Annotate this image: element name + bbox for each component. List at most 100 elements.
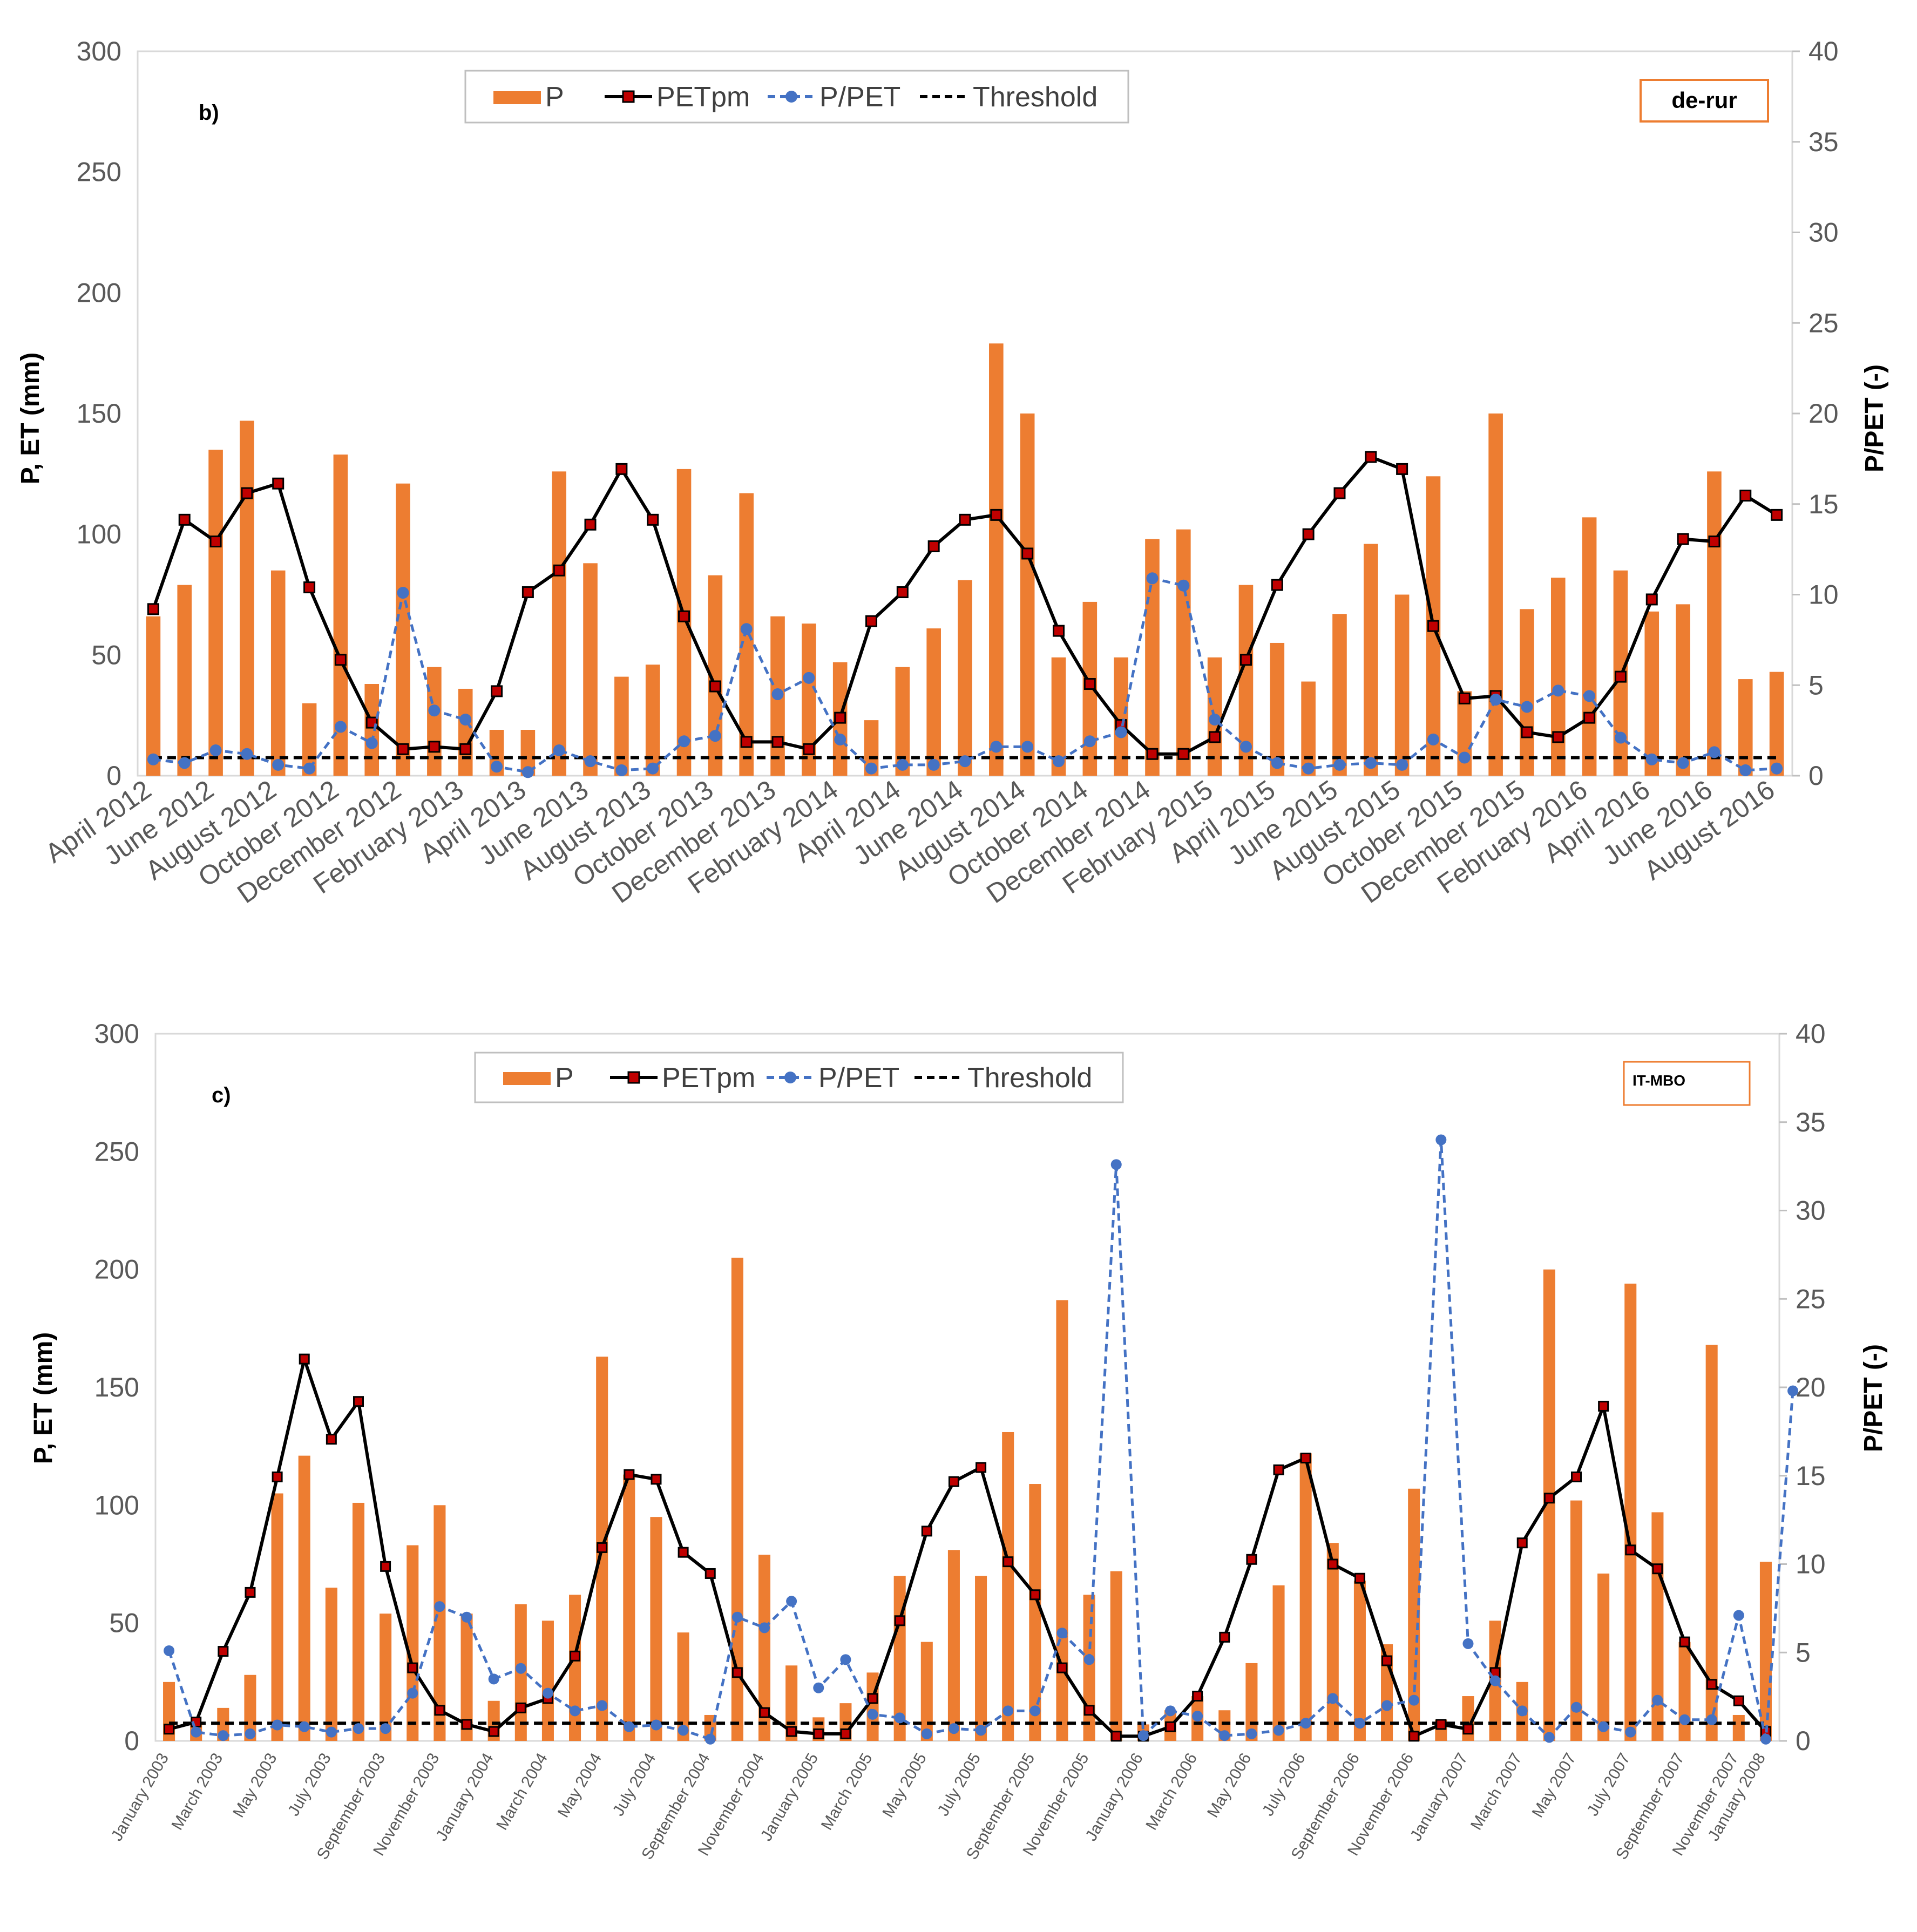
ratio-point (245, 1728, 256, 1739)
pet-point (178, 513, 191, 526)
ratio-point (1146, 572, 1159, 585)
ratio-point (1273, 1725, 1284, 1736)
pet-point (303, 581, 316, 594)
pet-point (1333, 487, 1346, 499)
y-tick-label: 200 (77, 277, 121, 308)
pet-point (553, 564, 565, 577)
ratio-point (147, 753, 159, 765)
precip-bar (1543, 1269, 1555, 1741)
y2-axis-title: P/PET (-) (1859, 1344, 1888, 1452)
x-tick-label: July 2006 (1259, 1750, 1309, 1819)
pet-point (164, 1724, 175, 1735)
precip-bar (427, 667, 442, 776)
precip-bar (458, 688, 473, 776)
y2-tick-label: 15 (1796, 1461, 1826, 1491)
ratio-point (272, 758, 284, 771)
pet-point (1625, 1544, 1636, 1556)
precip-bar (1299, 1453, 1312, 1741)
precip-bar (1597, 1573, 1610, 1741)
legend: P PETpm P/PET Threshold (474, 1052, 1124, 1103)
pet-point (1521, 726, 1533, 738)
precip-bar (1707, 471, 1722, 776)
pet-point (1354, 1572, 1365, 1584)
y-tick-label: 300 (77, 36, 121, 66)
ratio-point (397, 587, 409, 599)
y2-tick-label: 35 (1796, 1107, 1826, 1137)
ratio-point (191, 1726, 202, 1738)
pet-point (1462, 1724, 1474, 1735)
ratio-point (1300, 1718, 1311, 1729)
precip-bar (1582, 517, 1597, 776)
pet-point (491, 685, 503, 697)
ratio-point (299, 1721, 310, 1732)
ratio-point (867, 1709, 878, 1720)
pet-point (1679, 1636, 1690, 1648)
y2-tick-label: 25 (1808, 308, 1839, 338)
precip-bar (270, 570, 286, 776)
pet-point (921, 1526, 932, 1537)
precip-bar (623, 1474, 635, 1741)
precip-bar (552, 471, 567, 776)
precip-bar (1083, 1595, 1095, 1741)
pet-point (1219, 1631, 1230, 1643)
pet-point (786, 1726, 797, 1737)
precip-bar (1245, 1663, 1258, 1741)
x-tick-label: March 2007 (1467, 1750, 1526, 1833)
precip-bar (1029, 1484, 1041, 1741)
pet-point (461, 1719, 472, 1730)
ratio-point (1739, 764, 1752, 776)
y-tick-label: 0 (106, 761, 121, 791)
precip-bar (208, 450, 223, 776)
y2-tick-label: 10 (1796, 1549, 1826, 1580)
precip-bar (146, 616, 161, 776)
y-tick-label: 200 (94, 1255, 139, 1285)
precip-bar (380, 1614, 392, 1741)
precip-bar (676, 469, 692, 776)
ratio-point (1462, 1638, 1474, 1649)
legend-swatch-pet-marker (627, 1071, 640, 1084)
legend-swatch-pet-marker (622, 90, 635, 103)
x-tick-label: July 2004 (609, 1750, 660, 1819)
y2-tick-label: 40 (1808, 36, 1839, 66)
pet-point (1002, 1556, 1014, 1568)
pet-point (1645, 593, 1658, 606)
pet-series (164, 1353, 1771, 1742)
x-tick-label: January 2005 (757, 1750, 822, 1844)
ratio-point (1614, 731, 1627, 744)
pet-point (1246, 1554, 1257, 1565)
ratio-point (834, 733, 846, 745)
pet-point (1552, 731, 1564, 743)
precipitation-bars (146, 343, 1784, 776)
precip-bar (177, 585, 192, 776)
ratio-point (1029, 1705, 1041, 1717)
x-tick-label: July 2005 (934, 1750, 984, 1819)
ratio-point (1302, 762, 1315, 775)
pet-point (1583, 711, 1596, 724)
y-tick-label: 250 (77, 157, 121, 187)
ratio-point (570, 1705, 581, 1717)
ratio-point (1571, 1701, 1582, 1713)
precip-bar (1408, 1488, 1420, 1741)
pet-point (731, 1667, 743, 1678)
ratio-point (1333, 758, 1346, 771)
precip-bar (1363, 544, 1378, 776)
precip-bar (1002, 1432, 1014, 1741)
precip-bar (758, 1555, 771, 1741)
pet-point (1209, 731, 1221, 743)
precip-bar (1110, 1571, 1122, 1741)
ratio-point (209, 744, 222, 757)
plot-area-frame (154, 1033, 1780, 1742)
pet-point (218, 1646, 229, 1657)
ratio-point (1083, 1654, 1095, 1665)
pet-point (1177, 748, 1190, 760)
chart-panel-b: 0 50 100 150 200 250 300 0 5 10 15 20 25 30 35 40 Apri… (16, 36, 1889, 909)
pet-point (147, 603, 159, 615)
pet-point (1427, 620, 1439, 632)
x-tick-label: January 2007 (1407, 1750, 1471, 1844)
ratio-point (921, 1728, 932, 1739)
precip-bar (396, 483, 410, 776)
ratio-point (865, 762, 878, 775)
pet-point (1408, 1731, 1420, 1742)
ratio-point (1052, 755, 1065, 768)
y2-tick-label: 5 (1796, 1637, 1811, 1667)
